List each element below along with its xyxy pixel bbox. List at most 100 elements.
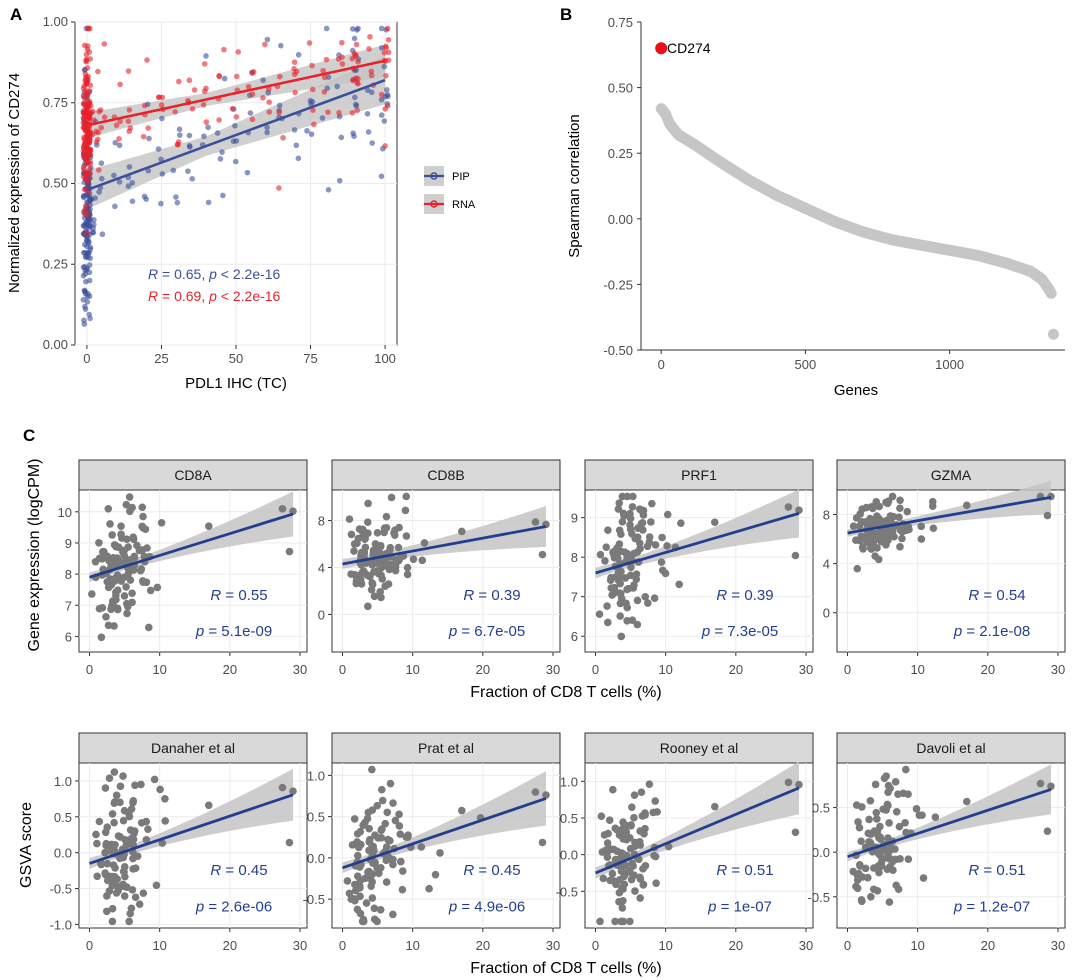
data-point-rna [265,86,272,92]
data-point-rna [84,65,91,71]
data-point [128,598,136,607]
stat-p-symbol: p [448,899,457,916]
facet-strip [584,459,814,491]
panel-a-x-label: PDL1 IHC (TC) [185,375,287,392]
data-point [657,558,666,566]
data-point [1036,779,1045,788]
data-point-rna [172,109,178,115]
data-point [866,839,875,848]
data-point [639,506,648,515]
y-tick-label: 0 [823,606,830,621]
y-tick-label: 0.5 [54,810,72,825]
data-point-rna [88,103,94,109]
data-point [887,855,895,863]
data-point [605,844,613,853]
data-point-rna [117,118,123,125]
data-point [137,565,146,573]
data-point [880,774,889,783]
data-point [883,865,892,874]
data-point [116,798,124,807]
data-point [619,885,627,893]
panel-c-top-y-label: Gene expression (logCPM) [26,459,43,652]
y-tick-label: 0.00 [43,337,68,352]
gene-point [1045,287,1057,299]
data-point [531,788,540,796]
data-point [120,806,129,815]
data-point [402,532,411,540]
data-point [363,571,371,579]
stat-p: p = 7.3e-05 [701,623,778,640]
panel-a-stat-pip: R = 0.65, p < 2.2e-16 [148,266,281,282]
data-point [108,531,116,539]
x-tick-label: 20 [729,662,743,677]
x-tick-label: 10 [910,938,924,953]
data-point [382,878,391,886]
data-point [639,881,648,889]
data-point [617,632,626,641]
y-tick-label: 1.0 [54,774,72,789]
data-point [962,501,971,510]
data-point [626,525,635,534]
data-point [116,782,125,791]
y-tick-label: 8 [65,567,72,582]
data-point-pip [159,171,166,177]
data-point [374,834,382,842]
data-point-pip [158,200,164,207]
data-point [784,778,793,787]
data-point [873,544,881,552]
panel-c-bottom-y-label: GSVA score [18,802,35,888]
data-point [359,917,368,926]
data-point [368,806,377,814]
data-point [129,854,137,863]
data-point [636,894,644,902]
data-point [852,514,861,522]
data-point [871,780,880,789]
data-point [377,826,386,835]
data-point [888,492,897,501]
data-point-pip [325,187,332,193]
data-point [872,808,881,817]
data-point-rna [116,136,122,142]
facet-strip [836,459,1066,491]
data-point [631,534,639,543]
x-tick-label: 0 [844,938,851,953]
data-point-pip [381,63,388,70]
data-point-pip [291,127,298,133]
data-point [615,499,624,507]
data-point [869,538,877,547]
stat-r: R = 0.51 [968,862,1025,879]
x-tick-label: 25 [154,351,168,366]
facet-strip [78,459,308,491]
data-point [101,848,109,857]
data-point-pip [233,138,240,144]
data-point-pip [308,101,314,107]
panel-label-b: B [560,5,572,24]
data-point [126,507,134,516]
data-point [899,789,908,798]
stat-p: p = 6.7e-05 [448,623,525,640]
data-point-pip [378,112,385,118]
panel-b-y-label: Spearman correlation [566,114,583,257]
stat-r: R = 0.39 [463,587,520,604]
data-point [616,612,624,620]
data-point-rna [352,53,358,59]
y-tick-label: 0.50 [608,81,633,96]
data-point-rna [191,87,198,93]
data-point [884,801,892,810]
data-point [929,524,938,533]
data-point [868,504,877,513]
data-point [896,496,904,505]
data-point [382,856,391,865]
data-point-pip [203,53,209,59]
stat-r-value: = 0.45 [221,862,267,879]
data-point [153,583,162,592]
data-point-pip [351,133,357,139]
data-point-pip [145,167,152,174]
fit-line [847,788,1052,858]
data-point [402,492,411,501]
data-point [142,835,151,844]
data-point [409,555,418,563]
data-point-rna [95,68,101,75]
data-point [631,887,639,895]
data-point-rna [158,102,165,108]
